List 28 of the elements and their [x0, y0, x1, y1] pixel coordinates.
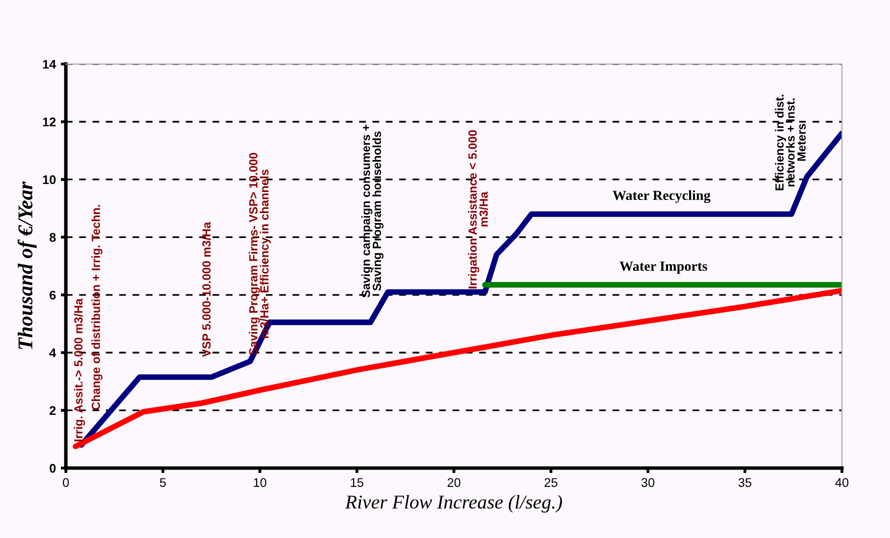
x-tick-label: 0	[62, 478, 69, 487]
y-tick-label: 8	[50, 232, 56, 242]
x-tick-label: 20	[448, 478, 460, 487]
x-axis-title: River Flow Increase (l/seg.)	[345, 494, 562, 513]
y-tick-label: 12	[43, 118, 56, 126]
annotation: Efficiency in dist. networks + Inst. Meters	[774, 94, 806, 190]
series-label: Water Imports	[620, 262, 708, 274]
x-tick-label: 25	[544, 478, 558, 487]
x-tick-label: 40	[835, 478, 848, 487]
x-tick-label: 10	[254, 478, 266, 487]
series-label: Water Recycling	[612, 190, 710, 203]
y-tick-label: 14	[43, 60, 56, 69]
y-tick-label: 4	[49, 348, 56, 358]
y-axis-title: Thousand of €/Year	[18, 181, 37, 350]
annotation: Change of distribution + Irrig. Techn.	[91, 205, 102, 410]
y-tick-label: 10	[43, 175, 56, 184]
y-tick-label: 0	[50, 464, 56, 473]
annotation: Savign campaign consumers + Saving Program households	[361, 124, 384, 298]
y-tick-label: 2	[50, 406, 56, 415]
x-tick-label: 30	[641, 478, 654, 487]
annotation: Irrig. Assit.-> 5.000 m3/Ha	[74, 298, 85, 442]
x-tick-label: 15	[350, 478, 364, 487]
annotation: Saving Program Firms- VSP> 10.000 m3/Ha+ Efficiency in channels	[248, 152, 271, 356]
annotation: VSP 5.000-10.000 m3/Ha	[202, 222, 211, 357]
y-tick-label: 6	[50, 290, 56, 300]
x-tick-label: 35	[738, 478, 752, 487]
x-tick-label: 5	[160, 478, 166, 487]
annotation: Irrigation Assistance < 5.000 m3/Ha	[468, 130, 488, 288]
